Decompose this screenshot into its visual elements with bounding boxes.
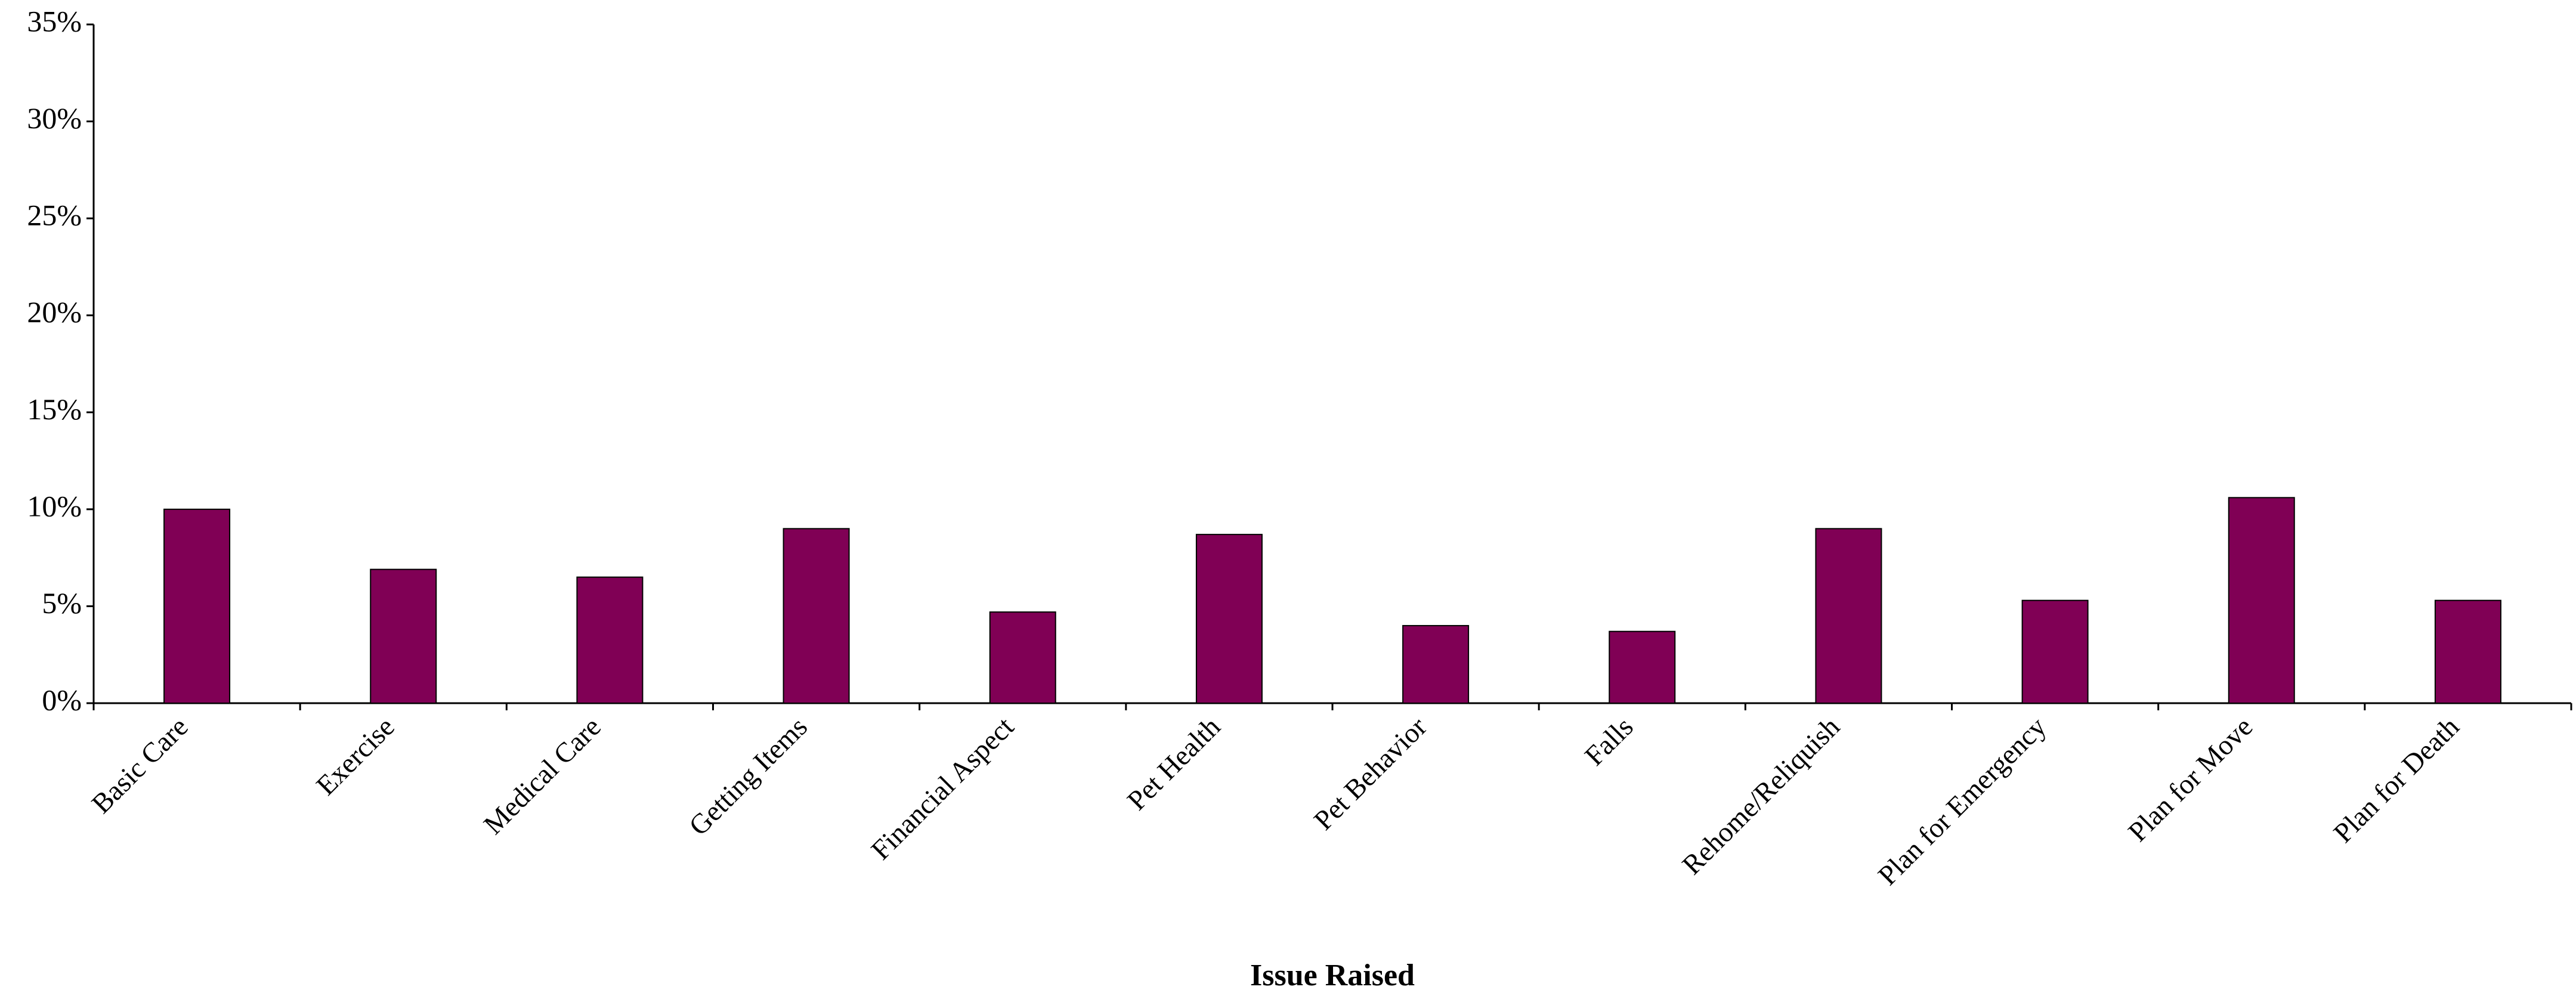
x-axis-title: Issue Raised <box>1250 958 1415 992</box>
y-tick-label: 30% <box>27 101 82 135</box>
bar <box>1609 630 1676 704</box>
x-tick-label: Pet Health <box>1121 712 1226 816</box>
y-tick-label: 10% <box>27 489 82 522</box>
x-tick-label: Plan for Emergency <box>1872 711 2052 891</box>
bar <box>163 508 231 704</box>
y-tick-label: 15% <box>27 392 82 426</box>
bar <box>2021 599 2089 704</box>
x-tick-label: Medical Care <box>478 712 607 841</box>
y-tick-label: 35% <box>27 4 82 38</box>
y-tick-label: 25% <box>27 199 82 232</box>
bar <box>2434 599 2501 704</box>
x-tick-label: Pet Behavior <box>1308 711 1433 836</box>
bar <box>370 568 437 704</box>
x-tick-label: Plan for Death <box>2328 712 2466 849</box>
bar <box>1195 534 1263 704</box>
bar <box>1402 624 1470 704</box>
y-tick-label: 20% <box>27 295 82 329</box>
x-tick-label: Falls <box>1579 712 1639 772</box>
x-tick-label: Financial Aspect <box>865 712 1020 866</box>
bar <box>2228 497 2295 704</box>
x-tick-label: Rehome/Reliquish <box>1677 712 1846 881</box>
bar <box>576 576 644 704</box>
y-tick-label: 5% <box>42 586 82 620</box>
bar <box>989 611 1056 704</box>
y-tick-label: 0% <box>42 683 82 716</box>
bar <box>783 528 850 704</box>
x-tick-label: Plan for Move <box>2122 712 2259 848</box>
bar <box>1815 528 1882 704</box>
x-tick-label: Exercise <box>310 712 400 802</box>
x-tick-label: Getting Items <box>683 712 814 842</box>
x-tick-label: Basic Care <box>86 712 194 820</box>
